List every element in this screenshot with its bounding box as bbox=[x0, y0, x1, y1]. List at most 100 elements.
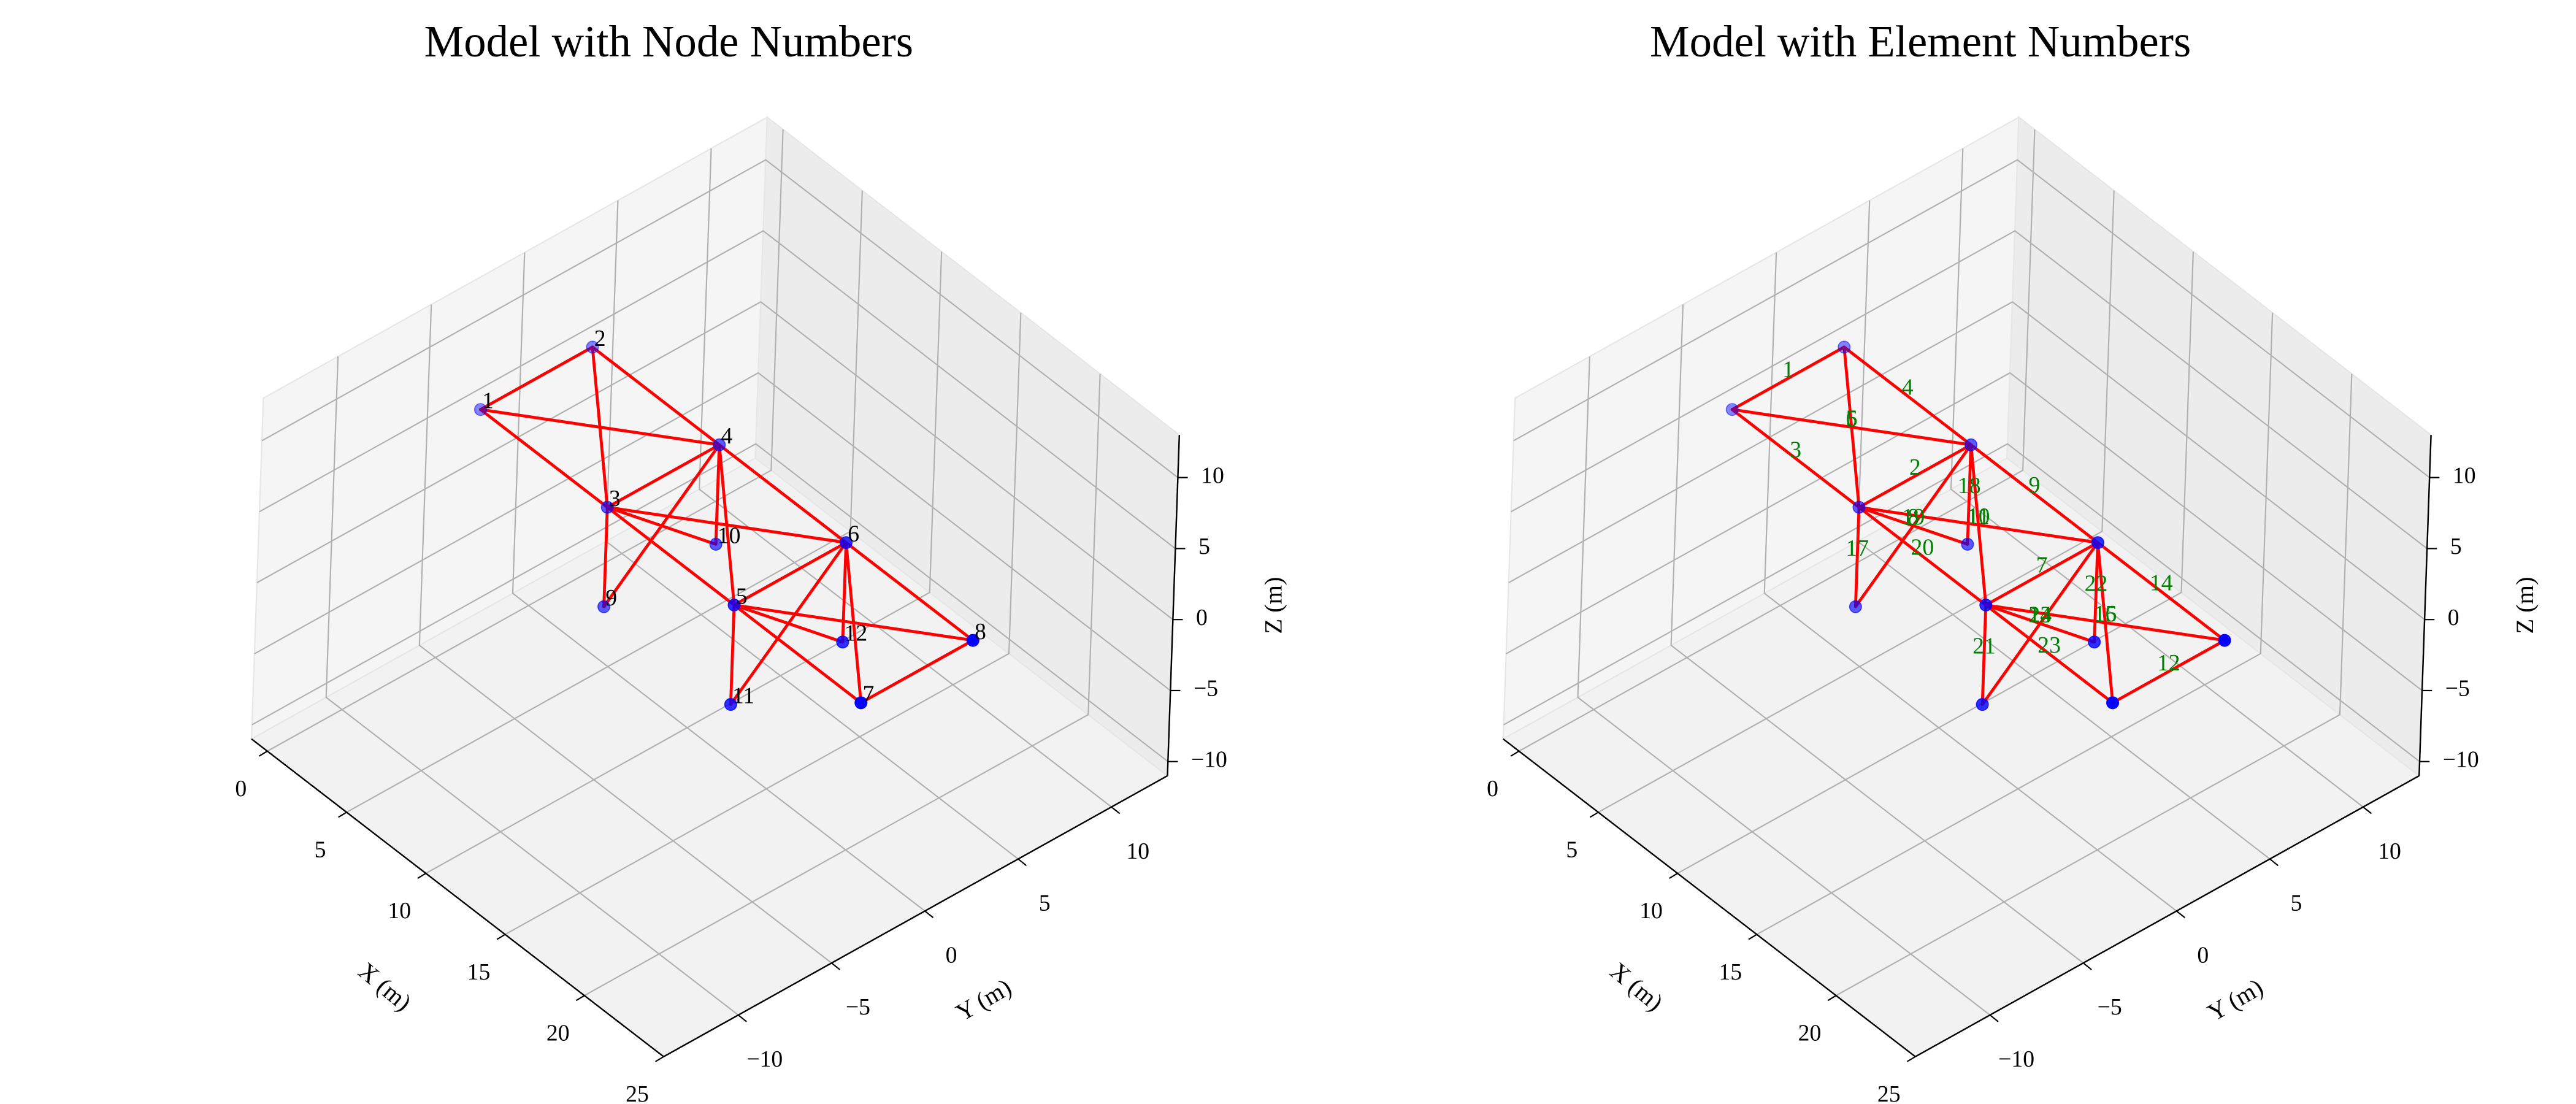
element bbox=[2111, 638, 2226, 705]
node bbox=[586, 340, 599, 354]
tick-mark bbox=[1669, 873, 1678, 879]
tick-mark bbox=[1827, 995, 1837, 1002]
element bbox=[718, 443, 848, 545]
element bbox=[1730, 345, 1846, 412]
element bbox=[1853, 505, 1861, 608]
element bbox=[729, 541, 848, 706]
element bbox=[479, 408, 609, 509]
element-label: 20 bbox=[1911, 535, 1934, 561]
z-axis bbox=[2418, 435, 2432, 776]
z-tick-label: −10 bbox=[1191, 746, 1227, 772]
node-label: 7 bbox=[862, 681, 874, 707]
z-tick-label: −5 bbox=[2445, 676, 2470, 702]
grid-line bbox=[251, 443, 1168, 762]
element bbox=[602, 505, 609, 608]
grid-line bbox=[259, 230, 1176, 550]
element bbox=[1984, 604, 2114, 705]
node bbox=[600, 500, 614, 514]
x-axis bbox=[251, 738, 664, 1057]
tick-mark bbox=[1018, 858, 1027, 867]
node-label: 5 bbox=[736, 583, 748, 609]
tick-mark bbox=[2363, 806, 2372, 815]
y-tick-label: −5 bbox=[2098, 994, 2122, 1020]
node-label: 6 bbox=[848, 521, 859, 547]
element bbox=[1857, 443, 1972, 509]
element bbox=[714, 443, 721, 546]
tick-mark bbox=[258, 750, 268, 757]
grid-line bbox=[1513, 159, 2430, 478]
element-label: 8 bbox=[1907, 504, 1919, 530]
tick-mark bbox=[1589, 811, 1599, 818]
x-tick-label: 0 bbox=[1487, 776, 1498, 802]
element bbox=[591, 345, 721, 447]
chart-title: Model with Node Numbers bbox=[424, 17, 913, 66]
x-tick-label: 15 bbox=[467, 959, 491, 985]
tick-mark bbox=[2269, 858, 2279, 867]
tick-mark bbox=[655, 1056, 664, 1062]
x-axis-label: X (m) bbox=[1605, 957, 1669, 1016]
node bbox=[1725, 403, 1739, 416]
grid-line bbox=[261, 159, 1179, 478]
z-tick-label: 0 bbox=[2448, 605, 2459, 631]
tick-mark bbox=[1111, 806, 1121, 815]
element bbox=[2093, 541, 2099, 644]
element bbox=[602, 443, 721, 608]
z-tick-label: 10 bbox=[2453, 462, 2476, 488]
element bbox=[605, 443, 721, 509]
element-label: 19 bbox=[1902, 504, 1925, 530]
tick-mark bbox=[417, 873, 426, 879]
node bbox=[966, 634, 979, 647]
node bbox=[840, 536, 853, 550]
tick-mark bbox=[2176, 910, 2185, 918]
element bbox=[845, 541, 975, 642]
element bbox=[2096, 541, 2114, 705]
y-axis bbox=[1915, 775, 2420, 1057]
x-axis-label: X (m) bbox=[353, 957, 417, 1016]
node-label: 2 bbox=[594, 326, 606, 351]
element bbox=[1980, 604, 1988, 706]
element bbox=[605, 505, 736, 607]
grid-line bbox=[1508, 301, 2425, 621]
element bbox=[1842, 345, 1861, 509]
element-label: 14 bbox=[2150, 570, 2173, 596]
element-label: 9 bbox=[2029, 472, 2041, 498]
element bbox=[1980, 541, 2099, 706]
element-label: 10 bbox=[1967, 504, 1990, 529]
y-tick-label: −5 bbox=[846, 994, 870, 1020]
node-label: 4 bbox=[721, 423, 732, 449]
tick-mark bbox=[496, 933, 506, 940]
node bbox=[2091, 536, 2104, 550]
node bbox=[727, 598, 741, 611]
element-label: 21 bbox=[1972, 633, 1996, 659]
z-tick-label: −10 bbox=[2443, 746, 2479, 772]
element bbox=[732, 541, 848, 607]
element bbox=[1857, 505, 2099, 545]
z-axis-label: Z (m) bbox=[1259, 577, 1287, 634]
node bbox=[1849, 600, 1862, 613]
y-tick-label: 5 bbox=[1039, 891, 1051, 916]
element bbox=[845, 541, 863, 705]
x-tick-label: 5 bbox=[1566, 837, 1577, 863]
grid-line bbox=[256, 301, 1174, 621]
tick-mark bbox=[1989, 1014, 1999, 1022]
element bbox=[1730, 408, 1861, 509]
y-axis-label: Y (m) bbox=[951, 973, 1016, 1027]
y-tick-label: −10 bbox=[746, 1046, 783, 1072]
element bbox=[1984, 541, 2099, 607]
x-tick-label: 10 bbox=[388, 898, 411, 924]
element-label: 24 bbox=[2028, 602, 2052, 628]
node bbox=[2218, 634, 2231, 647]
y-tick-label: 10 bbox=[1126, 838, 1149, 864]
node bbox=[2106, 696, 2120, 710]
element-label: 4 bbox=[1902, 375, 1914, 401]
node-label: 11 bbox=[732, 683, 754, 708]
element-label: 18 bbox=[1958, 473, 1981, 499]
element bbox=[591, 345, 609, 509]
node bbox=[473, 403, 487, 416]
element-label: 13 bbox=[2028, 602, 2052, 628]
node bbox=[709, 537, 723, 551]
z-axis bbox=[1167, 435, 1181, 776]
node-label: 12 bbox=[845, 621, 868, 646]
